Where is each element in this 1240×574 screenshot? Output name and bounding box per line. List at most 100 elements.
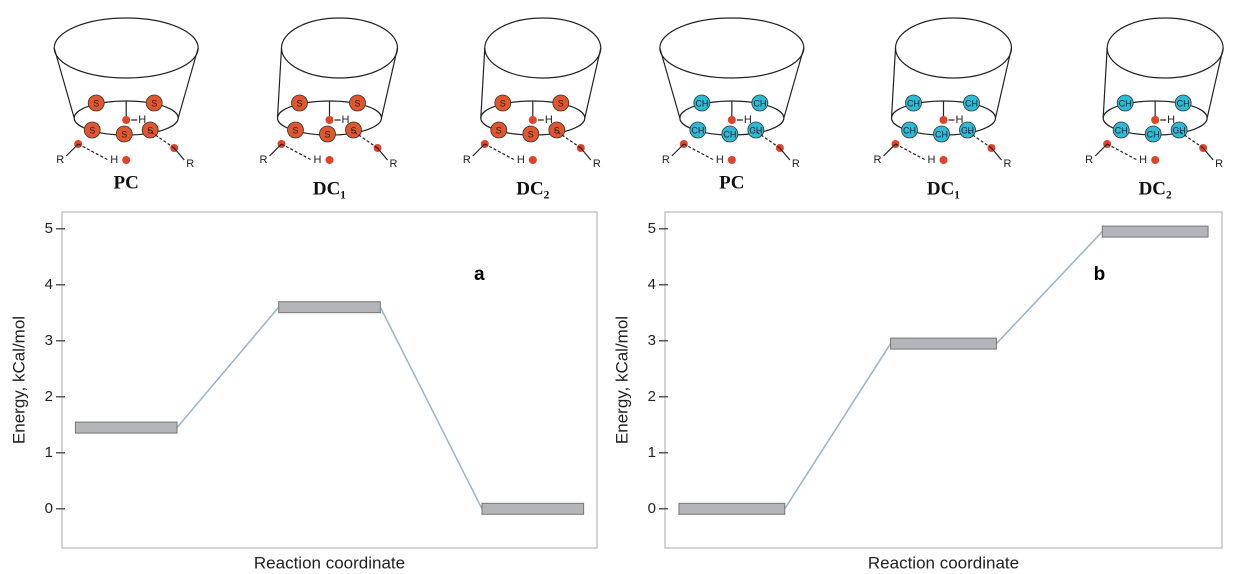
bond [1095, 144, 1107, 156]
site-label: CH [965, 98, 978, 108]
substituent-label: R [792, 158, 800, 170]
hydrogen-label: H [928, 154, 936, 166]
bond [270, 144, 282, 156]
cup-rim [485, 18, 601, 78]
plot-frame [62, 212, 597, 548]
cup-rim [896, 18, 1012, 78]
y-tick-label: 1 [648, 444, 656, 461]
x-axis-label: Reaction coordinate [254, 553, 405, 572]
oxygen [122, 156, 130, 164]
site-label: CH [1177, 98, 1190, 108]
site-label: S [496, 125, 502, 135]
substituent-label: R [874, 154, 882, 166]
site-label: CH [1147, 129, 1160, 139]
site-label: CH [1115, 125, 1128, 135]
substituent-label: R [463, 154, 471, 166]
oxygen [529, 156, 537, 164]
bond [672, 144, 684, 156]
site-label: CH [935, 129, 948, 139]
hydrogen-label: H [956, 114, 964, 126]
bond [1203, 148, 1213, 160]
hydrogen-label: H [545, 114, 553, 126]
y-tick-label: 3 [648, 332, 656, 349]
oxygen [122, 116, 130, 124]
connector [785, 344, 891, 509]
h-bond [1107, 144, 1137, 160]
energy-level [1102, 226, 1208, 237]
cup-side [382, 48, 398, 118]
substituent-label: R [1215, 158, 1223, 170]
cup-rim [1107, 18, 1223, 78]
oxygen [940, 116, 948, 124]
connector [996, 232, 1102, 344]
site-label: S [500, 98, 506, 108]
h-bond [896, 144, 926, 160]
y-tick-label: 4 [45, 276, 53, 293]
hydrogen-label: H [1139, 154, 1147, 166]
site-label: S [151, 98, 157, 108]
site-label: CH [691, 125, 704, 135]
substituent-label: R [186, 158, 194, 170]
oxygen [1151, 116, 1159, 124]
substituent-label: R [56, 154, 64, 166]
h-bond [684, 144, 714, 160]
energy-level [482, 503, 584, 514]
site-label: S [292, 125, 298, 135]
hydrogen-label: H [517, 154, 525, 166]
site-label: CH [753, 98, 766, 108]
energy-level [75, 422, 177, 433]
y-tick-label: 1 [45, 444, 53, 461]
site-label: S [89, 125, 95, 135]
cup-rim [660, 18, 804, 78]
connector [380, 307, 482, 509]
bond [174, 148, 184, 160]
y-tick-label: 2 [648, 388, 656, 405]
state-label: DC₁ [313, 178, 346, 199]
panel-label: b [1094, 264, 1106, 285]
y-tick-label: 0 [648, 500, 656, 517]
site-label: CH [1173, 125, 1186, 135]
energy-level [679, 503, 785, 514]
site-label: S [558, 98, 564, 108]
bond [473, 144, 485, 156]
y-axis-label: Energy, kCal/mol [9, 316, 28, 444]
hydrogen-label: H [716, 154, 724, 166]
cup-side [481, 48, 485, 118]
cup-side [784, 48, 804, 118]
hydrogen-label: H [1167, 114, 1175, 126]
energy-level [279, 302, 381, 313]
bond [66, 144, 78, 156]
oxygen [940, 156, 948, 164]
bond [780, 148, 790, 160]
cup-side [996, 48, 1012, 118]
site-label: CH [723, 129, 736, 139]
y-tick-label: 2 [45, 388, 53, 405]
substituent-label: R [1004, 158, 1012, 170]
cup-side [1103, 48, 1107, 118]
cup-rim [282, 18, 398, 78]
bond [581, 148, 591, 160]
substituent-label: R [593, 158, 601, 170]
site-label: S [93, 98, 99, 108]
bond [884, 144, 896, 156]
state-label: PC [114, 172, 139, 193]
oxygen [326, 156, 334, 164]
cup-side [278, 48, 282, 118]
y-axis-label: Energy, kCal/mol [612, 316, 631, 444]
h-bond [352, 130, 378, 148]
panel-label: a [474, 264, 485, 285]
state-label: PC [719, 172, 744, 193]
y-tick-label: 5 [648, 220, 656, 237]
substituent-label: R [390, 158, 398, 170]
cup-side [660, 48, 680, 118]
site-label: CH [907, 98, 920, 108]
h-bond [148, 130, 174, 148]
oxygen [728, 116, 736, 124]
site-label: S [354, 98, 360, 108]
oxygen [728, 156, 736, 164]
energy-level [891, 338, 997, 349]
h-bond [555, 130, 581, 148]
plot-frame [665, 212, 1222, 548]
cup-side [585, 48, 601, 118]
state-label: DC₁ [927, 178, 960, 199]
